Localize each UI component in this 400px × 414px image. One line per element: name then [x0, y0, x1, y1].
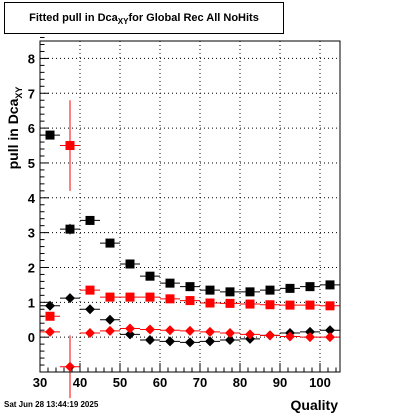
data-point-diamond	[325, 332, 335, 343]
y-axis-label-main: pull in Dca	[5, 98, 21, 169]
data-point-diamond	[145, 324, 155, 335]
y-axis-label: pull in DcaXY	[5, 87, 24, 170]
title-subscript: XY	[117, 16, 129, 26]
x-tick-label: 100	[309, 375, 331, 390]
data-point-square	[145, 292, 155, 302]
data-point-diamond	[105, 314, 115, 325]
title-rest: for Global Rec All NoHits	[128, 12, 259, 24]
data-point-square	[265, 285, 275, 295]
data-point-diamond	[125, 323, 135, 334]
data-point-square	[65, 141, 75, 151]
data-point-square	[205, 298, 215, 308]
data-point-square	[85, 215, 95, 225]
data-point-square	[185, 282, 195, 292]
footer-date: Sat Jun 28 13:44:19 2025	[4, 400, 99, 409]
data-point-square	[305, 282, 315, 292]
data-point-diamond	[45, 326, 55, 337]
data-point-diamond	[185, 325, 195, 336]
data-point-diamond	[65, 293, 75, 304]
data-point-diamond	[85, 304, 95, 315]
x-tick-label: 50	[113, 375, 127, 390]
plot-frame	[39, 40, 341, 373]
data-point-diamond	[265, 330, 275, 341]
data-point-diamond	[325, 325, 335, 336]
y-tick-label: 1	[28, 295, 35, 310]
data-point-square	[125, 292, 135, 302]
data-point-diamond	[225, 334, 235, 345]
x-axis-label: Quality	[291, 397, 339, 413]
data-point-diamond	[305, 326, 315, 337]
data-point-square	[245, 287, 255, 297]
data-point-diamond	[165, 325, 175, 336]
data-point-diamond	[285, 331, 295, 342]
data-point-square	[265, 300, 275, 310]
data-point-square	[165, 278, 175, 288]
data-point-square	[225, 298, 235, 308]
y-tick-label: 6	[28, 121, 35, 136]
data-point-square	[205, 285, 215, 295]
data-point-square	[325, 301, 335, 311]
data-point-square	[105, 292, 115, 302]
data-point-square	[245, 299, 255, 309]
data-point-square	[85, 285, 95, 295]
x-tick-label: 80	[233, 375, 247, 390]
data-point-diamond	[45, 300, 55, 311]
y-tick-label: 3	[28, 226, 35, 241]
ticks: 30 40 50 60 70 80 90 100 0 1 2 3 4 5 6 7 8	[28, 37, 337, 390]
title-box: Fitted pull in Dca XY for Global Rec All …	[4, 2, 284, 34]
y-tick-label: 5	[28, 156, 35, 171]
title-main: Fitted pull in Dca	[29, 12, 118, 24]
data-point-diamond	[125, 329, 135, 340]
data-point-square	[45, 311, 55, 321]
data-point-square	[225, 287, 235, 297]
series-layer	[40, 100, 340, 399]
data-point-diamond	[105, 325, 115, 336]
y-axis-label-sub: XY	[14, 87, 24, 99]
x-tick-label: 70	[193, 375, 207, 390]
x-tick-label: 90	[273, 375, 287, 390]
data-point-square	[325, 280, 335, 290]
data-point-square	[285, 283, 295, 293]
data-point-diamond	[85, 327, 95, 338]
y-tick-label: 8	[28, 51, 35, 66]
y-tick-label: 4	[28, 191, 36, 206]
data-point-diamond	[165, 336, 175, 347]
y-tick-label: 2	[28, 260, 35, 275]
data-point-diamond	[145, 334, 155, 345]
data-point-square	[125, 259, 135, 269]
data-point-diamond	[185, 337, 195, 348]
data-point-diamond	[205, 326, 215, 337]
data-point-square	[145, 271, 155, 281]
data-point-square	[285, 300, 295, 310]
data-point-square	[45, 130, 55, 140]
data-point-square	[165, 294, 175, 304]
x-tick-label: 60	[153, 375, 167, 390]
data-point-square	[105, 238, 115, 248]
data-point-square	[65, 224, 75, 234]
data-point-diamond	[245, 329, 255, 340]
data-point-diamond	[305, 332, 315, 343]
data-point-diamond	[65, 361, 75, 372]
data-point-square	[305, 300, 315, 310]
grid	[40, 41, 340, 372]
data-point-diamond	[225, 327, 235, 338]
data-point-diamond	[205, 336, 215, 347]
y-tick-label: 7	[28, 86, 35, 101]
x-tick-label: 30	[33, 375, 47, 390]
chart-title: Fitted pull in Dca XY for Global Rec All …	[5, 3, 283, 33]
data-point-square	[185, 296, 195, 306]
y-tick-label: 0	[28, 330, 35, 345]
x-tick-label: 40	[73, 375, 87, 390]
